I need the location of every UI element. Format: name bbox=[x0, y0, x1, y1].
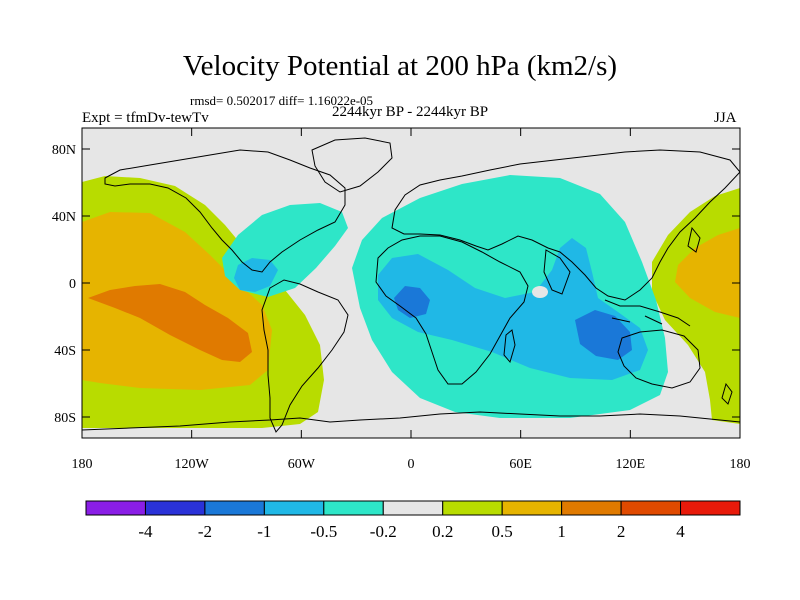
season-label: JJA bbox=[714, 110, 737, 126]
lat-tick-label: 40N bbox=[52, 210, 76, 225]
colorbar-swatch bbox=[204, 500, 265, 516]
coastline-south-america bbox=[261, 279, 349, 433]
colorbar-swatch bbox=[680, 500, 741, 516]
colorbar-swatch bbox=[263, 500, 325, 516]
colorbar-swatch bbox=[382, 500, 444, 516]
stats-line: rmsd= 0.502017 diff= 1.16022e-05 bbox=[190, 93, 374, 108]
colorbar-swatch bbox=[561, 500, 622, 516]
colorbar-label: 4 bbox=[676, 522, 685, 541]
lat-tick-label: 40S bbox=[54, 344, 76, 359]
period-label: 2244kyr BP - 2244kyr BP bbox=[331, 104, 489, 120]
colorbar-label: -4 bbox=[138, 522, 153, 541]
coastline-madagascar bbox=[503, 329, 516, 364]
coastline-greenland bbox=[311, 137, 393, 193]
coastline-india bbox=[543, 249, 571, 295]
colorbar-swatch bbox=[323, 500, 384, 516]
longitude-axis: 180 120W 60W 0 60E 120E 180 bbox=[72, 128, 751, 472]
colorbar-label: 2 bbox=[617, 522, 626, 541]
coastline-maritime-continent bbox=[604, 299, 691, 327]
colorbar-label: -2 bbox=[198, 522, 212, 541]
colorbar-swatch bbox=[85, 500, 146, 516]
contour-region-neg-0.5-africa bbox=[378, 238, 648, 380]
colorbar-label: 0.2 bbox=[432, 522, 453, 541]
colorbar-label: 1 bbox=[557, 522, 566, 541]
contour-region-pos-0.5-east bbox=[675, 228, 740, 318]
coastline-eurasia bbox=[391, 149, 740, 301]
coastline-new-zealand bbox=[721, 382, 733, 405]
velocity-potential-field bbox=[82, 175, 740, 428]
lat-tick-label: 0 bbox=[69, 277, 76, 292]
contour-region-neg-1-indian bbox=[575, 310, 632, 360]
coastline-africa bbox=[375, 235, 529, 385]
colorbar-label: -0.5 bbox=[310, 522, 337, 541]
experiment-label: Expt = tfmDv-tewTv bbox=[82, 110, 209, 126]
lon-tick-label: 60W bbox=[288, 457, 316, 472]
colorbar-label: 0.5 bbox=[492, 522, 513, 541]
coastline-antarctica bbox=[82, 411, 740, 431]
latitude-axis: 80N 40N 0 40S 80S bbox=[52, 143, 740, 426]
lat-tick-label: 80S bbox=[54, 411, 76, 426]
colorbar-swatch bbox=[442, 500, 503, 516]
contour-region-pos-1-west bbox=[88, 284, 252, 362]
colorbar: -4 -2 -1 -0.5 -0.2 0.2 0.5 1 2 4 bbox=[85, 500, 741, 541]
coastline-australia bbox=[617, 329, 701, 389]
colorbar-swatch bbox=[501, 500, 563, 516]
lon-tick-label: 0 bbox=[408, 457, 415, 472]
colorbar-label: -1 bbox=[257, 522, 271, 541]
contour-region-neutral-patch bbox=[532, 286, 548, 298]
lon-tick-label: 60E bbox=[509, 457, 532, 472]
lon-tick-label: 120W bbox=[175, 457, 210, 472]
lon-tick-label: 180 bbox=[730, 457, 751, 472]
contour-region-neg-1-atlantic bbox=[394, 286, 430, 318]
map-title: Velocity Potential at 200 hPa (km2/s) bbox=[182, 50, 618, 82]
colorbar-swatch bbox=[620, 500, 682, 516]
lon-tick-label: 120E bbox=[616, 457, 646, 472]
coastlines bbox=[82, 137, 740, 433]
colorbar-label: -0.2 bbox=[370, 522, 397, 541]
lat-tick-label: 80N bbox=[52, 143, 76, 158]
lon-tick-label: 180 bbox=[72, 457, 93, 472]
colorbar-swatch bbox=[144, 500, 206, 516]
coastline-japan bbox=[687, 226, 701, 253]
coastline-north-america bbox=[104, 149, 346, 273]
